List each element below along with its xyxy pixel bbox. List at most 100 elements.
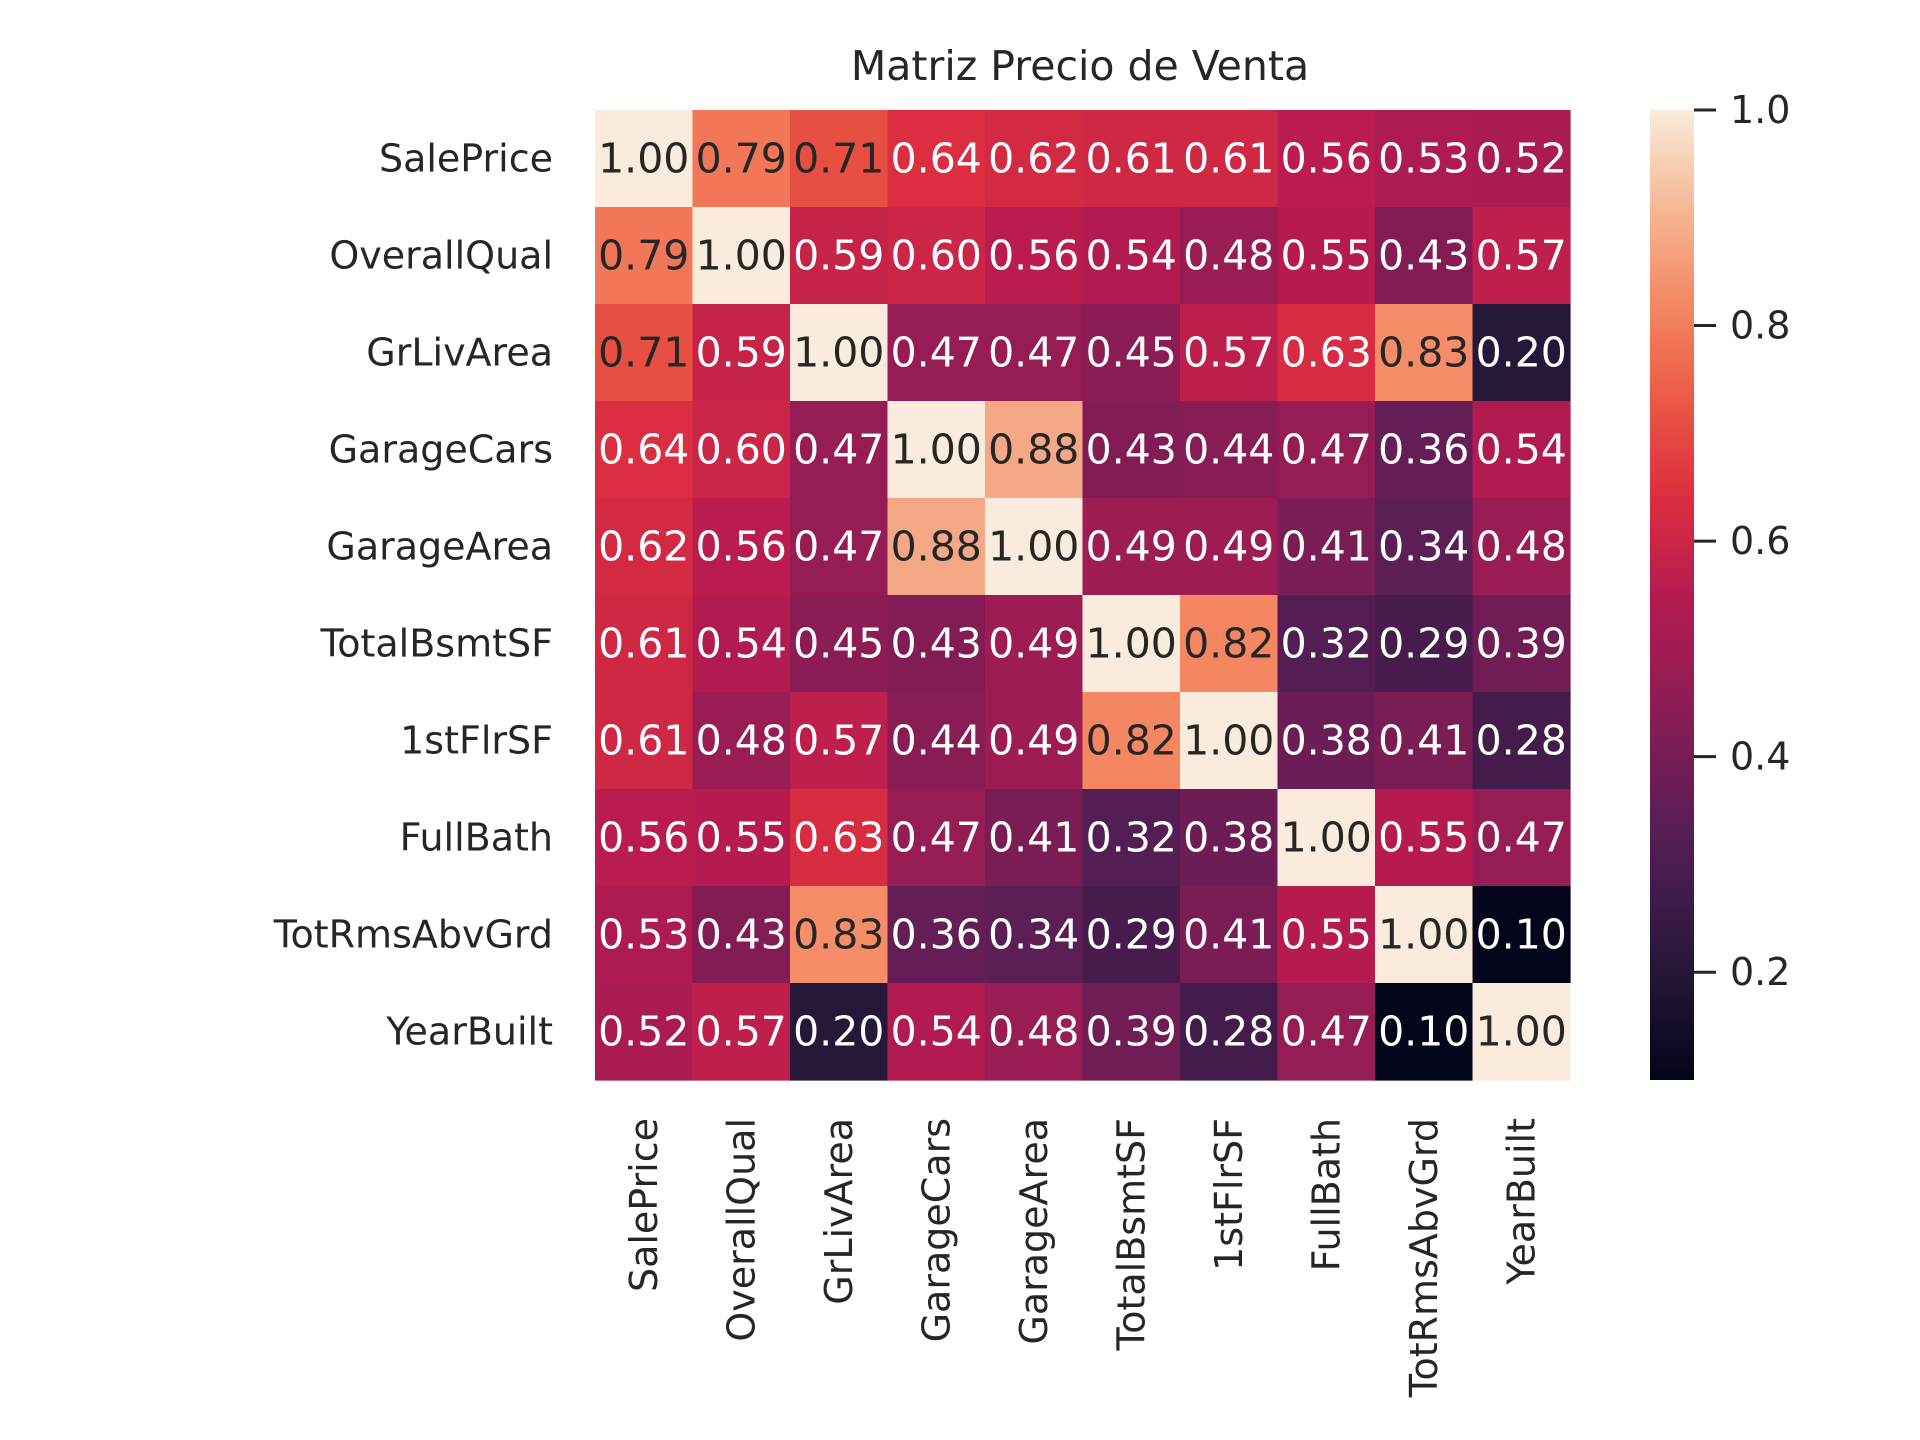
cell-value-label: 0.54 [1086,232,1177,280]
heatmap-cell [790,401,889,499]
column-tick-label: 1stFlrSF [1207,1118,1251,1271]
row-tick-label: TotalBsmtSF [319,622,553,666]
heatmap-cell [1180,498,1279,596]
cell-value-label: 0.36 [891,911,982,959]
heatmap-cell [790,304,889,402]
heatmap-cell [985,401,1084,499]
heatmap-cell [1180,401,1279,499]
heatmap-cell [1180,304,1279,402]
cell-value-label: 1.00 [1378,911,1469,959]
cell-value-label: 0.49 [1086,523,1177,571]
column-tick-label: SalePrice [622,1118,666,1292]
heatmap-cell [985,207,1084,305]
heatmap-cell [1277,304,1376,402]
heatmap-cell [887,498,986,596]
cell-value-label: 0.54 [1476,426,1567,474]
heatmap-cell [985,498,1084,596]
row-labels: SalePrice OverallQual GrLivArea GarageCars G… [273,137,553,1054]
heatmap-cell [887,304,986,402]
cell-value-label: 0.43 [891,620,982,668]
cell-value-label: 0.64 [598,426,689,474]
heatmap-cell [790,789,889,887]
heatmap-cell [692,207,791,305]
cell-value-label: 1.00 [793,329,884,377]
cell-value-label: 0.47 [1281,1008,1372,1056]
cell-value-label: 0.32 [1281,620,1372,668]
cell-value-label: 1.00 [696,232,787,280]
cell-value-label: 0.29 [1378,620,1469,668]
cell-value-label: 0.59 [793,232,884,280]
cell-value-label: 0.48 [988,1008,1079,1056]
cell-value-label: 0.61 [1183,135,1274,183]
heatmap-cell [1277,498,1376,596]
heatmap-cell [1082,498,1181,596]
column-tick-label: TotRmsAbvGrd [1402,1118,1446,1398]
heatmap-cell [1277,789,1376,887]
heatmap-cell [887,692,986,790]
cell-value-label: 0.56 [988,232,1079,280]
heatmap-cell [887,110,986,208]
cell-value-label: 0.61 [1086,135,1177,183]
heatmap-cell [790,692,889,790]
cell-value-label: 0.43 [1378,232,1469,280]
heatmap-cell [1375,498,1474,596]
heatmap-cell [1472,110,1571,208]
row-tick-label: TotRmsAbvGrd [273,913,553,957]
heatmap-cell [692,983,791,1081]
cell-value-label: 0.28 [1476,717,1567,765]
heatmap-cell [1082,692,1181,790]
cell-value-label: 0.71 [793,135,884,183]
heatmap-cell [692,692,791,790]
heatmap-cell [1082,401,1181,499]
cell-value-label: 0.82 [1086,717,1177,765]
heatmap-cell [1472,692,1571,790]
heatmap-cell [692,498,791,596]
cell-value-label: 0.57 [1476,232,1567,280]
cell-value-label: 0.82 [1183,620,1274,668]
heatmap-cell [595,110,694,208]
heatmap-cell [887,983,986,1081]
row-tick-label: SalePrice [379,137,553,181]
cell-value-label: 1.00 [1183,717,1274,765]
heatmap-cell [887,886,986,984]
cell-value-label: 0.63 [793,814,884,862]
heatmap-cell [595,595,694,693]
heatmap-cell [1180,983,1279,1081]
row-tick-label: YearBuilt [385,1010,553,1054]
heatmap-cell [790,595,889,693]
cell-value-label: 0.60 [891,232,982,280]
cell-value-label: 1.00 [988,523,1079,571]
cell-value-label: 0.61 [598,717,689,765]
heatmap-cell [1375,304,1474,402]
heatmap-cell [1180,207,1279,305]
cell-value-label: 0.57 [1183,329,1274,377]
cell-value-label: 0.54 [696,620,787,668]
cell-value-label: 0.29 [1086,911,1177,959]
column-tick-label: FullBath [1304,1118,1348,1271]
heatmap-cell [985,110,1084,208]
cell-value-label: 0.47 [988,329,1079,377]
heatmap-cell [790,983,889,1081]
cell-value-label: 0.53 [1378,135,1469,183]
cell-value-label: 0.41 [1281,523,1372,571]
heatmap-cell [1472,498,1571,596]
heatmap-cell [1375,110,1474,208]
cell-value-label: 0.48 [1476,523,1567,571]
column-tick-label: TotalBsmtSF [1109,1118,1153,1352]
cell-value-label: 0.48 [1183,232,1274,280]
colorbar-gradient [1650,110,1694,1080]
heatmap-cell [887,789,986,887]
heatmap-cell [1375,983,1474,1081]
cell-value-label: 0.47 [891,329,982,377]
cell-value-label: 0.83 [1378,329,1469,377]
cell-value-label: 0.34 [1378,523,1469,571]
heatmap-cell [985,595,1084,693]
cell-value-label: 0.47 [891,814,982,862]
row-tick-label: OverallQual [329,234,553,278]
heatmap-cell [1180,595,1279,693]
heatmap-cell [692,401,791,499]
column-tick-label: OverallQual [719,1118,763,1342]
colorbar-tick-label: 0.2 [1730,950,1790,994]
heatmap-cell [1277,692,1376,790]
heatmap-cell [1277,886,1376,984]
